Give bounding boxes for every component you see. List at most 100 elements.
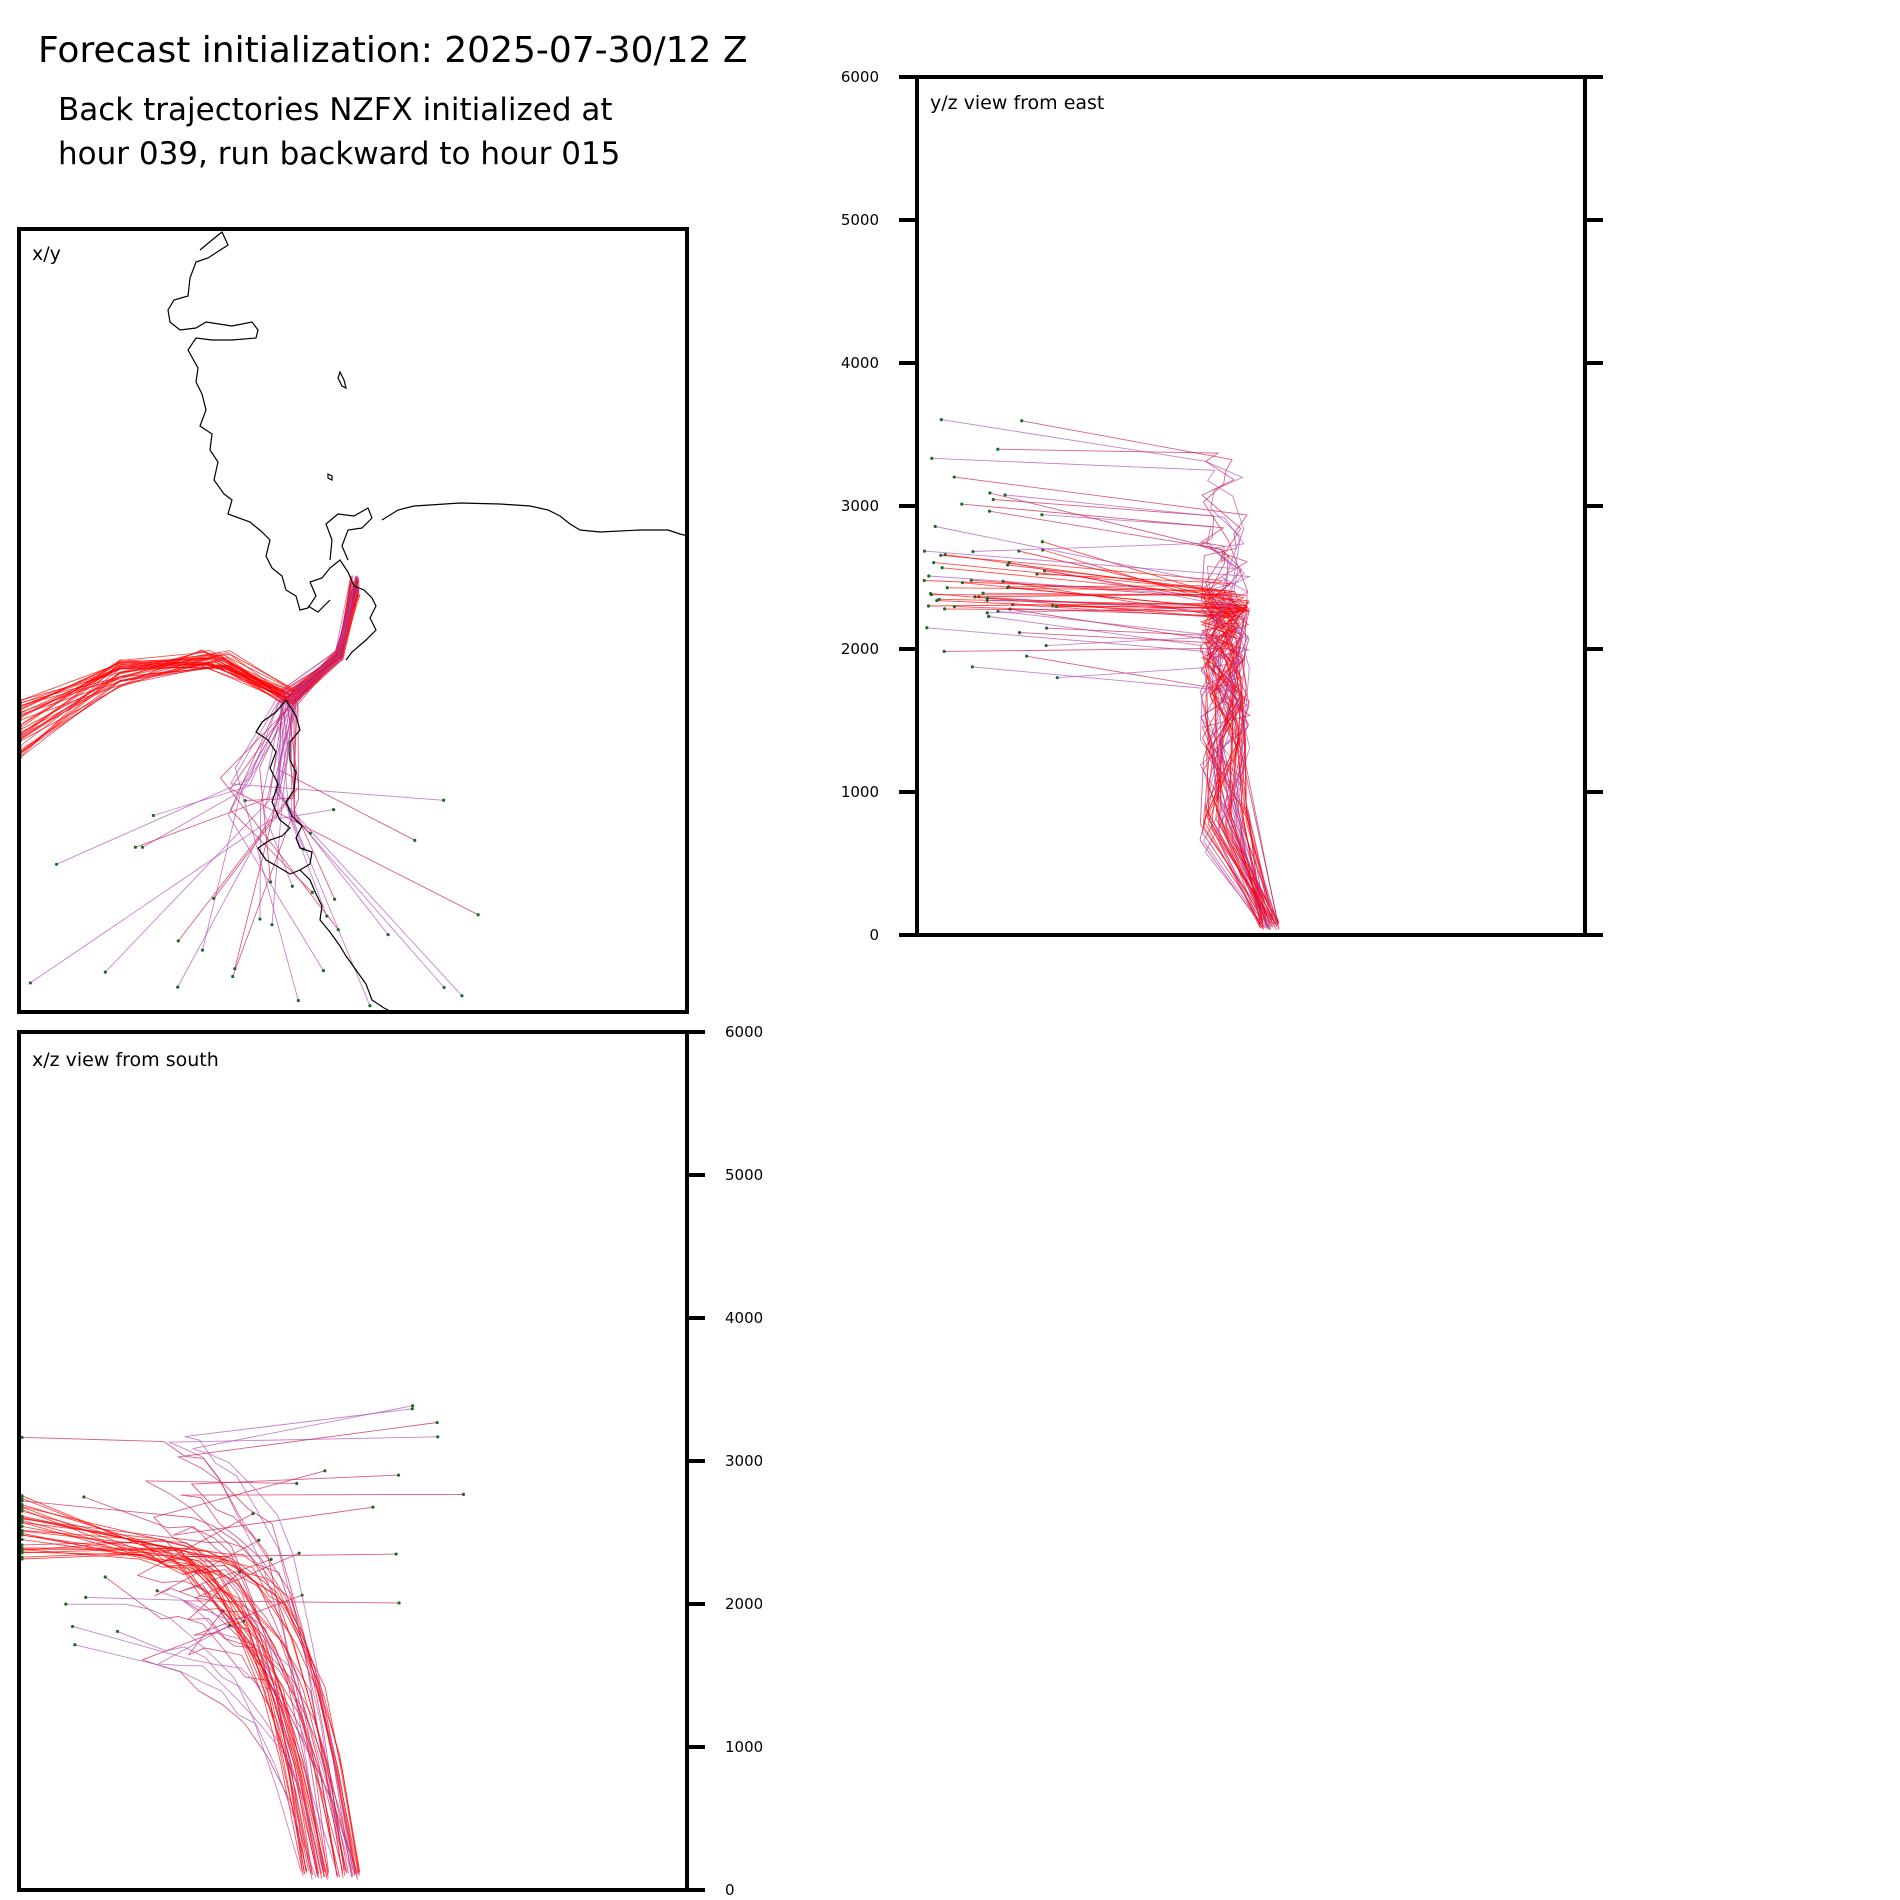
trajectory-endpoint xyxy=(1001,579,1005,583)
y-tick-label: 3000 xyxy=(841,497,879,515)
trajectory-endpoint xyxy=(985,611,989,615)
trajectory-endpoint xyxy=(970,665,975,669)
trajectory-endpoint xyxy=(290,884,294,888)
trajectory-line xyxy=(1041,514,1278,928)
trajectory-endpoint xyxy=(943,552,947,557)
trajectory-endpoint xyxy=(82,1495,86,1499)
trajectory-endpoint xyxy=(386,933,390,937)
trajectory-endpoint xyxy=(985,596,989,600)
trajectory-endpoint xyxy=(73,1643,77,1647)
xz-frame xyxy=(17,1030,689,1892)
y-tick-label: 5000 xyxy=(841,211,879,229)
trajectory-line xyxy=(997,448,1280,930)
trajectory-endpoint xyxy=(981,591,985,595)
trajectory-endpoint xyxy=(28,981,32,985)
trajectory-endpoint xyxy=(987,614,991,619)
trajectory-endpoint xyxy=(20,1499,24,1503)
trajectory-line xyxy=(21,1547,338,1876)
trajectory-endpoint xyxy=(20,1531,24,1535)
trajectory-line xyxy=(177,583,356,942)
trajectory-endpoint xyxy=(84,1595,88,1599)
trajectory-endpoint xyxy=(231,974,235,979)
y-tick-label: 4000 xyxy=(725,1309,763,1327)
trajectory-line xyxy=(19,584,355,754)
trajectory-line xyxy=(924,550,1261,926)
trajectory-line xyxy=(21,1517,339,1878)
trajectory-line xyxy=(178,1558,338,1876)
trajectory-endpoint xyxy=(310,890,314,894)
trajectory-line xyxy=(1044,570,1269,927)
trajectory-endpoint xyxy=(937,597,941,601)
trajectory-line xyxy=(21,1548,344,1878)
trajectory-line xyxy=(192,1405,413,1871)
trajectory-endpoint xyxy=(20,1537,24,1542)
trajectory-endpoint xyxy=(1040,513,1044,517)
trajectory-endpoint xyxy=(64,1602,68,1606)
trajectory-endpoint xyxy=(1055,676,1059,680)
trajectory-endpoint xyxy=(176,985,180,989)
island xyxy=(327,473,333,481)
xz-panel: 0 1000 2000 3000 4000 5000 6000 x/z view from … xyxy=(17,1023,763,1899)
trajectory-endpoint xyxy=(461,1492,466,1497)
trajectory-endpoint xyxy=(971,549,975,554)
trajectory-endpoint xyxy=(952,605,957,609)
island xyxy=(337,370,347,390)
trajectory-endpoint xyxy=(296,998,300,1003)
trajectory-endpoint xyxy=(945,586,949,590)
trajectory-line xyxy=(74,1644,317,1878)
trajectory-line xyxy=(21,1548,313,1875)
trajectory-endpoint xyxy=(20,1509,24,1513)
trajectory-endpoint xyxy=(20,1548,24,1552)
trajectory-endpoint xyxy=(1005,585,1010,590)
trajectory-endpoint xyxy=(969,578,973,582)
y-tick-label: 2000 xyxy=(841,640,879,658)
trajectory-endpoint xyxy=(396,1473,401,1477)
trajectory-line xyxy=(1019,632,1271,925)
trajectory-endpoint xyxy=(20,1494,24,1498)
trajectory-endpoint xyxy=(176,939,180,943)
trajectory-line xyxy=(65,1603,302,1871)
trajectory-line xyxy=(21,1500,356,1875)
y-tick-label: 1000 xyxy=(725,1738,763,1756)
trajectory-endpoint xyxy=(932,561,936,565)
trajectory-line xyxy=(987,606,1280,929)
trajectory-endpoint xyxy=(1017,631,1022,635)
trajectory-line xyxy=(944,608,1261,929)
trajectory-endpoint xyxy=(155,1589,159,1593)
trajectory-endpoint xyxy=(140,845,145,849)
trajectory-line xyxy=(177,584,355,988)
trajectory-line xyxy=(19,592,360,754)
trajectory-line xyxy=(117,1630,319,1877)
trajectory-endpoint xyxy=(960,581,965,585)
yz-panel-label: y/z view from east xyxy=(930,92,1104,114)
trajectory-endpoint xyxy=(987,509,992,513)
trajectory-line xyxy=(21,1541,310,1871)
xz-y-axis: 0 1000 2000 3000 4000 5000 6000 xyxy=(687,1023,763,1899)
trajectory-endpoint xyxy=(257,1538,261,1542)
trajectory-line xyxy=(176,1422,438,1871)
trajectory-endpoint xyxy=(212,896,216,900)
y-tick-label: 0 xyxy=(869,926,879,944)
y-tick-label: 6000 xyxy=(725,1023,763,1041)
trajectory-endpoint xyxy=(336,928,340,932)
coastline-south xyxy=(255,699,393,1013)
trajectory-endpoint xyxy=(996,447,1000,451)
trajectory-line xyxy=(954,606,1267,928)
trajectory-line xyxy=(21,1525,328,1880)
trajectory-line xyxy=(157,1590,353,1878)
trajectory-endpoint xyxy=(200,948,205,952)
trajectory-endpoint xyxy=(323,1469,327,1473)
trajectory-line xyxy=(276,582,463,997)
trajectory-line xyxy=(21,1436,329,1878)
trajectory-line xyxy=(72,1625,358,1877)
trajectory-endpoint xyxy=(435,1420,439,1425)
trajectory-line xyxy=(156,1624,324,1873)
trajectory-line xyxy=(290,587,445,988)
trajectory-endpoint xyxy=(952,475,956,479)
xz-trajectories xyxy=(20,1404,466,1880)
trajectory-endpoint xyxy=(436,1435,440,1439)
trajectory-line xyxy=(190,1474,399,1872)
trajectory-endpoint xyxy=(20,1543,24,1547)
trajectory-endpoint xyxy=(394,1552,398,1556)
